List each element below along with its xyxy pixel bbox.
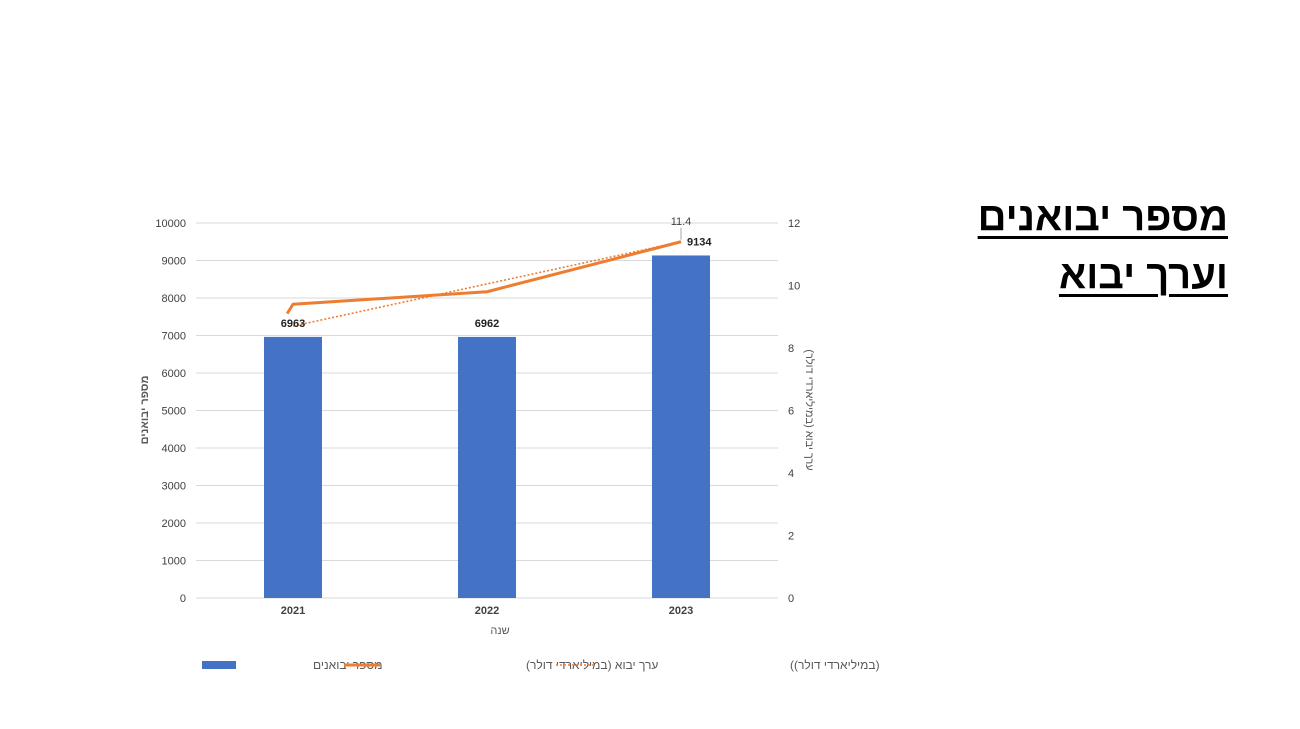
line-series [285,240,682,315]
bar [264,336,322,598]
y-axis-title: מספר יבואנים [139,376,151,445]
x-tick-label: 2021 [281,605,305,617]
y2-tick-label: 0 [788,593,794,605]
y-tick-label: 4000 [162,443,186,455]
legend: מספר יבואנים ערך יבוא (במיליארדי דולר) ל… [202,658,880,672]
y2-tick-label: 12 [788,218,800,230]
line-path [285,240,682,315]
x-tick-label: 2022 [475,605,499,617]
bar-data-label: 6963 [281,318,305,330]
y-tick-label: 10000 [155,218,186,230]
y-tick-label: 0 [180,593,186,605]
bar-series [264,255,710,598]
y-tick-label: 2000 [162,518,186,530]
y2-tick-label: 8 [788,343,794,355]
legend-label-trend: ליניארי (ערך יבוא (במיליארדי דולר)) [790,658,880,672]
trendline-series [292,240,682,327]
x-axis-title: שנה [490,625,509,637]
y2-tick-label: 6 [788,406,794,418]
line-data-label: 11.4 [671,216,692,228]
slide-title-line2: וערך יבוא [1058,253,1228,297]
y-tick-label: 9000 [162,256,186,268]
data-labels: 6963 6962 9134 11.4 [281,216,713,330]
y-tick-label: 6000 [162,368,186,380]
y2-tick-label: 2 [788,531,794,543]
y2-axis-title: ערך יבוא (במיליארדי דולר) [803,349,816,470]
y2-tick-label: 10 [788,281,800,293]
x-tick-label: 2023 [669,605,693,617]
slide-title: מספר יבואנים וערך יבוא [808,188,1228,304]
bar [652,255,710,598]
bar-data-label: 6962 [475,318,499,330]
trendline [292,240,682,327]
y2-axis-ticks: 0 2 4 6 8 10 12 [788,218,800,605]
y-tick-label: 8000 [162,293,186,305]
x-axis-ticks: 2021 2022 2023 [281,605,693,617]
y2-tick-label: 4 [788,468,794,480]
legend-swatch-bars [202,661,236,669]
y-axis-ticks: 0 1000 2000 3000 4000 5000 6000 7000 8000 9000 100… [155,218,186,605]
y-tick-label: 5000 [162,406,186,418]
y-tick-label: 7000 [162,331,186,343]
slide-title-line1: מספר יבואנים [977,195,1228,239]
y-tick-label: 1000 [162,556,186,568]
y-tick-label: 3000 [162,481,186,493]
bar [458,336,516,598]
bar-data-label: 9134 [687,236,712,248]
